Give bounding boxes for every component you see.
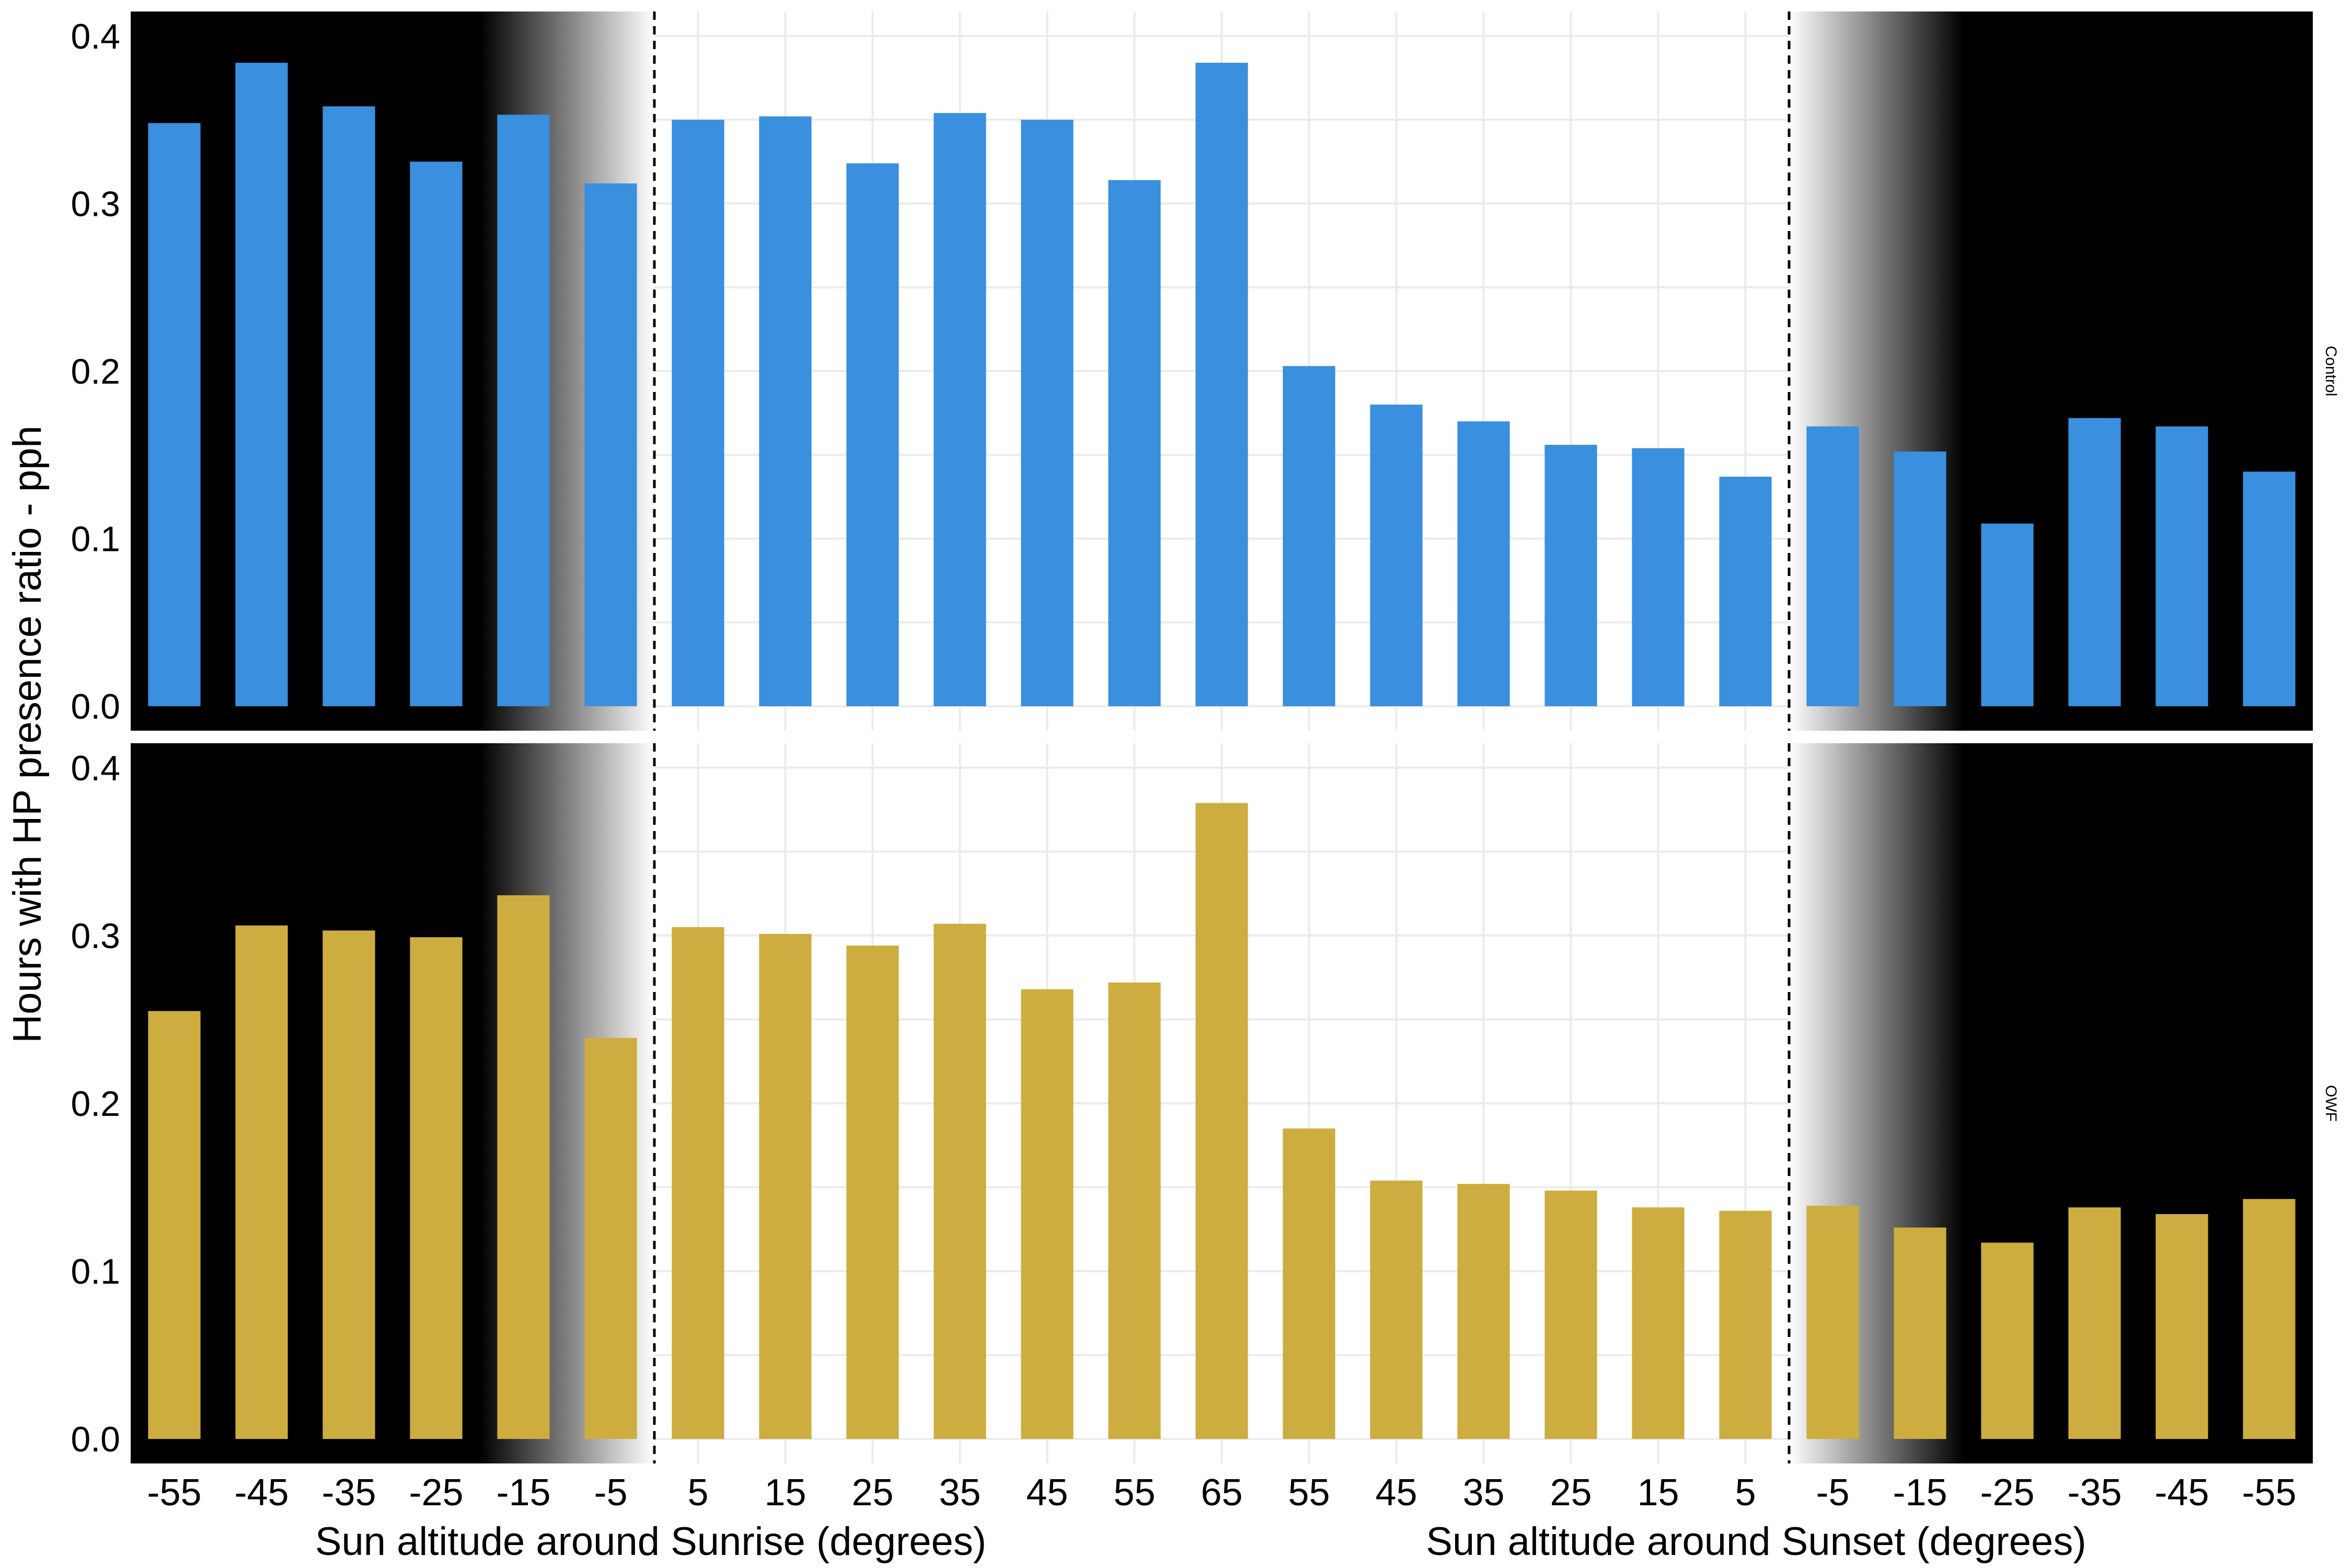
bar-control-20: [1894, 451, 1946, 707]
y-tick-label: 0.0: [71, 687, 120, 727]
x-tick-label: 5: [1735, 1472, 1756, 1514]
bar-owf-20: [1894, 1227, 1946, 1439]
bar-owf-17: [1632, 1207, 1685, 1439]
strip-label-control: Control: [2322, 346, 2339, 397]
bar-owf-18: [1719, 1210, 1772, 1439]
bar-control-19: [1806, 426, 1859, 707]
x-tick-label: 55: [1288, 1472, 1330, 1514]
x-tick-label: 25: [851, 1472, 893, 1514]
x-tick-label: -5: [594, 1472, 627, 1514]
bar-owf-3: [410, 937, 463, 1439]
x-tick-label: 25: [1550, 1472, 1592, 1514]
x-axis-ticks: -55 -45 -35 -25 -15 -5 5 15 25 35 45 55 65 55 45 35 25 15…: [147, 1472, 2296, 1514]
bar-owf-21: [1981, 1242, 2034, 1439]
bar-owf-12: [1195, 803, 1248, 1439]
bar-owf-23: [2155, 1214, 2208, 1439]
bar-control-10: [1021, 120, 1074, 707]
bar-owf-5: [584, 1037, 637, 1439]
panel-owf: OWF: [131, 743, 2339, 1463]
bar-owf-15: [1457, 1184, 1510, 1439]
y-axis-ticks: 0.0 0.1 0.2 0.3 0.4 0.0 0.1 0.2 0.3 0.4: [71, 17, 120, 1459]
bar-owf-14: [1370, 1180, 1423, 1439]
panel-control: Control: [131, 11, 2339, 731]
bar-owf-24: [2243, 1199, 2296, 1439]
bar-control-17: [1632, 448, 1685, 707]
bar-control-12: [1195, 63, 1248, 707]
y-tick-label: 0.2: [71, 352, 120, 391]
bar-owf-6: [672, 927, 724, 1439]
x-tick-label: 45: [1026, 1472, 1068, 1514]
y-axis-title: Hours with HP presence ratio - pph: [5, 425, 50, 1043]
bar-control-0: [148, 123, 201, 707]
bar-owf-2: [322, 930, 375, 1439]
panels: Control OWF: [131, 11, 2339, 1463]
bar-owf-11: [1108, 982, 1161, 1439]
x-tick-label: 35: [939, 1472, 981, 1514]
bar-control-4: [497, 114, 550, 707]
bar-owf-22: [2068, 1207, 2121, 1439]
y-tick-label: 0.3: [71, 184, 120, 224]
strip-label-owf: OWF: [2322, 1085, 2339, 1122]
y-tick-label: 0.4: [71, 17, 120, 56]
x-tick-label: -45: [234, 1472, 289, 1514]
bar-control-15: [1457, 421, 1510, 707]
y-tick-label: 0.1: [71, 520, 120, 559]
x-tick-label: 65: [1201, 1472, 1242, 1514]
bar-owf-9: [933, 924, 986, 1439]
x-tick-label: 15: [764, 1472, 806, 1514]
y-tick-label: 0.0: [71, 1420, 120, 1459]
bar-owf-10: [1021, 989, 1074, 1439]
bar-control-8: [846, 163, 899, 707]
bar-control-23: [2155, 426, 2208, 707]
y-tick-label: 0.2: [71, 1084, 120, 1124]
bar-control-1: [235, 63, 288, 707]
bar-owf-4: [497, 895, 550, 1439]
x-tick-label: -5: [1816, 1472, 1849, 1514]
bar-control-22: [2068, 418, 2121, 707]
bar-owf-13: [1283, 1128, 1335, 1439]
bar-owf-0: [148, 1011, 201, 1439]
x-tick-label: -15: [1893, 1472, 1947, 1514]
bar-control-18: [1719, 476, 1772, 707]
bar-control-14: [1370, 405, 1423, 707]
x-tick-label: 15: [1637, 1472, 1679, 1514]
y-tick-label: 0.3: [71, 916, 120, 956]
x-tick-label: 35: [1462, 1472, 1504, 1514]
bar-owf-7: [759, 933, 812, 1439]
bar-owf-8: [846, 946, 899, 1439]
bar-control-24: [2243, 471, 2296, 707]
x-tick-label: -35: [321, 1472, 376, 1514]
bar-control-3: [410, 162, 463, 707]
bar-owf-16: [1544, 1190, 1597, 1439]
x-tick-label: -35: [2067, 1472, 2122, 1514]
bar-control-6: [672, 120, 724, 707]
bar-control-2: [322, 106, 375, 707]
y-tick-label: 0.1: [71, 1252, 120, 1292]
bar-owf-1: [235, 925, 288, 1439]
x-axis-title-sunset: Sun altitude around Sunset (degrees): [1426, 1519, 2086, 1564]
x-tick-label: -25: [1980, 1472, 2034, 1514]
x-tick-label: 5: [687, 1472, 708, 1514]
bar-control-21: [1981, 523, 2034, 707]
bar-owf-19: [1806, 1205, 1859, 1439]
bar-control-9: [933, 113, 986, 707]
x-tick-label: 55: [1113, 1472, 1155, 1514]
bar-control-11: [1108, 180, 1161, 707]
x-tick-label: -15: [496, 1472, 550, 1514]
y-tick-label: 0.4: [71, 748, 120, 788]
x-tick-label: -55: [147, 1472, 201, 1514]
bar-control-13: [1283, 366, 1335, 707]
bar-control-5: [584, 183, 637, 707]
x-tick-label: -55: [2242, 1472, 2296, 1514]
bar-control-16: [1544, 445, 1597, 707]
x-tick-label: 45: [1375, 1472, 1417, 1514]
bar-control-7: [759, 116, 812, 707]
x-tick-label: -25: [409, 1472, 463, 1514]
x-tick-label: -45: [2154, 1472, 2209, 1514]
x-axis-title-sunrise: Sun altitude around Sunrise (degrees): [315, 1519, 986, 1564]
